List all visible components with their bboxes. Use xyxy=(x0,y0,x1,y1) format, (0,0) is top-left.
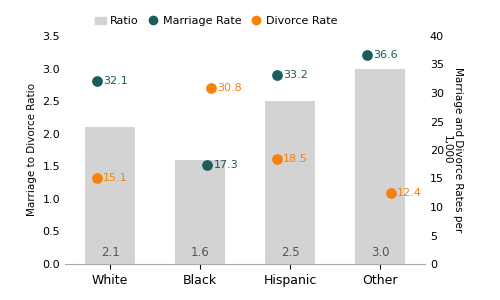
Point xyxy=(387,191,395,196)
Point xyxy=(92,176,100,180)
Text: 18.5: 18.5 xyxy=(283,154,308,164)
Y-axis label: Marriage and Divorce Rates per
1,000: Marriage and Divorce Rates per 1,000 xyxy=(442,68,464,232)
Text: 2.5: 2.5 xyxy=(280,246,299,259)
Text: 15.1: 15.1 xyxy=(103,173,128,183)
Point xyxy=(207,86,215,91)
Bar xyxy=(85,127,135,264)
Bar xyxy=(265,101,315,264)
Y-axis label: Marriage to Divorce Ratio: Marriage to Divorce Ratio xyxy=(27,83,37,217)
Text: 12.4: 12.4 xyxy=(397,188,422,198)
Text: 1.6: 1.6 xyxy=(190,246,210,259)
Legend: Ratio, Marriage Rate, Divorce Rate: Ratio, Marriage Rate, Divorce Rate xyxy=(90,12,342,31)
Text: 17.3: 17.3 xyxy=(214,160,238,170)
Point xyxy=(203,163,211,168)
Bar xyxy=(355,69,405,264)
Text: 2.1: 2.1 xyxy=(100,246,119,259)
Text: 3.0: 3.0 xyxy=(371,246,389,259)
Text: 36.6: 36.6 xyxy=(373,50,398,60)
Point xyxy=(272,72,280,77)
Text: 30.8: 30.8 xyxy=(217,83,242,93)
Text: 32.1: 32.1 xyxy=(103,76,128,86)
Point xyxy=(272,156,280,161)
Bar xyxy=(176,160,225,264)
Point xyxy=(92,79,100,83)
Text: 33.2: 33.2 xyxy=(283,70,308,80)
Point xyxy=(362,53,370,58)
